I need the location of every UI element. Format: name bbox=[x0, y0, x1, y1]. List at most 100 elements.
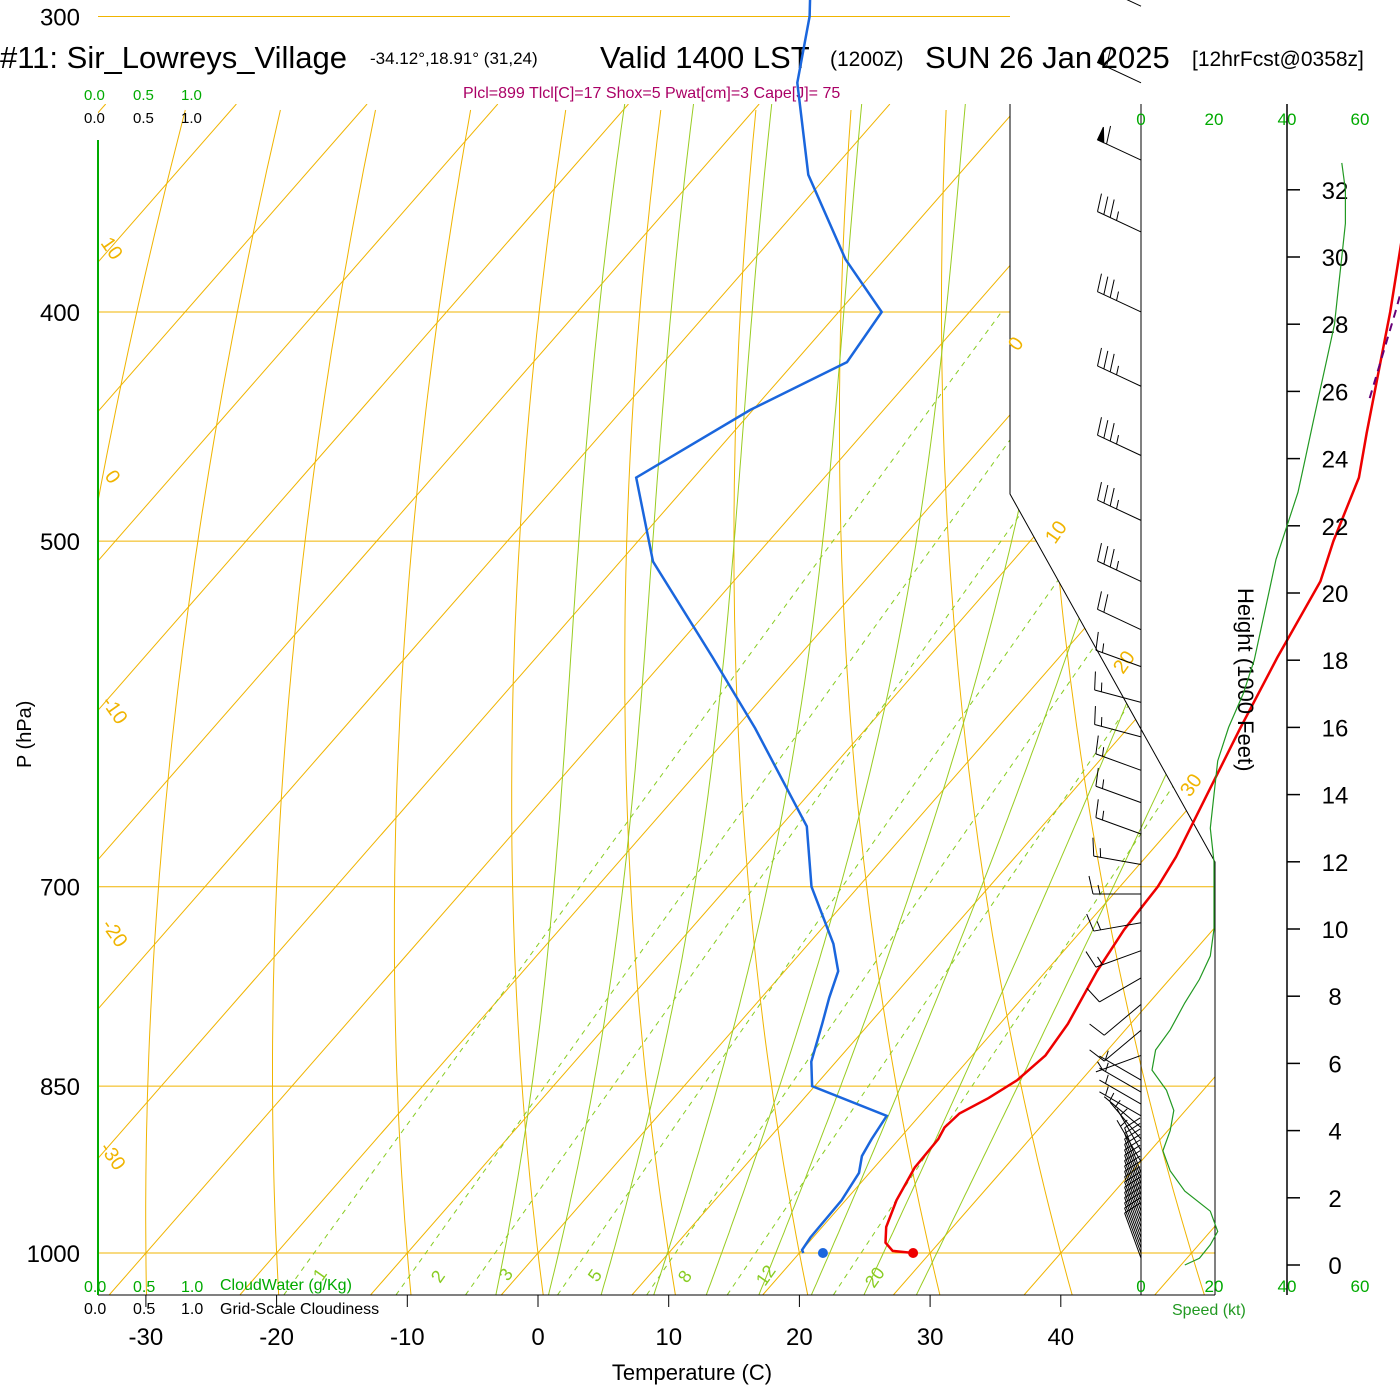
wind-barb bbox=[1086, 977, 1142, 1003]
mixing-ratio-label: 2 bbox=[427, 1267, 449, 1287]
wind-barb-flag bbox=[1086, 913, 1095, 932]
cloudiness-tick: 1.0 bbox=[181, 1301, 203, 1318]
wind-barb-half-flag bbox=[1105, 1062, 1109, 1072]
speed-tick-label: 60 bbox=[1351, 110, 1370, 129]
wind-barb-flag bbox=[1089, 1049, 1105, 1062]
cloudiness-tick: 1.0 bbox=[181, 110, 202, 127]
height-tick-label: 20 bbox=[1322, 581, 1349, 608]
wind-speed-profile bbox=[1151, 162, 1347, 1266]
wind-barb-shaft bbox=[1124, 1149, 1142, 1196]
height-tick-label: 22 bbox=[1322, 514, 1349, 541]
speed-tick-label: 0 bbox=[1136, 1277, 1145, 1296]
wind-barb-half-flag bbox=[1097, 1061, 1103, 1070]
wind-barb-flag bbox=[1097, 481, 1102, 501]
pressure-axis: 2503004005007008501000 bbox=[27, 5, 80, 1268]
wind-barb-shaft bbox=[1097, 62, 1142, 84]
wind-barb bbox=[1124, 1139, 1142, 1196]
wind-barb-half-flag bbox=[1101, 779, 1105, 789]
wind-barb-flag bbox=[1097, 273, 1102, 292]
wind-barb-shaft bbox=[1124, 1144, 1142, 1190]
isotherm-line bbox=[98, 104, 368, 1295]
wind-barb bbox=[1095, 1054, 1142, 1073]
wind-barb-shaft bbox=[1099, 1055, 1142, 1081]
speed-tick-label: 20 bbox=[1205, 110, 1224, 129]
wind-barb bbox=[1085, 950, 1142, 968]
mixing-ratio-label: 20 bbox=[861, 1263, 889, 1291]
wind-barb-shaft bbox=[1095, 785, 1142, 804]
cloudiness-tick: 0.5 bbox=[133, 110, 154, 127]
temperature-tick-label: -10 bbox=[390, 1324, 425, 1351]
theta-label: -30 bbox=[95, 1138, 130, 1174]
wind-barb bbox=[1086, 913, 1142, 932]
dry-adiabat-line bbox=[733, 109, 809, 1295]
temperature-axis: -30 -20 -10 0 10 20 30 40 bbox=[129, 1295, 1074, 1351]
dry-adiabat-lines bbox=[98, 109, 1400, 1295]
cloud-scale-top: 0.0 0.5 1.0 0.0 0.5 1.0 bbox=[84, 87, 202, 127]
isotherm-lines bbox=[98, 104, 1215, 1295]
wind-barb-shaft bbox=[1095, 649, 1142, 668]
wind-barb bbox=[1103, 1092, 1142, 1128]
isotherm-line bbox=[1023, 104, 1215, 1295]
cloudwater-tick: 1.0 bbox=[181, 1279, 203, 1296]
mixing-ratio-label: 12 bbox=[752, 1261, 780, 1289]
wind-barb-half-flag bbox=[1116, 211, 1120, 221]
dewpoint-profile bbox=[634, 0, 889, 1254]
wind-barb-shaft bbox=[1109, 1101, 1142, 1140]
wind-barb-shaft bbox=[1103, 1029, 1142, 1062]
sounding-indices: Plcl=899 Tlcl[C]=17 Shox=5 Pwat[cm]=3 Ca… bbox=[463, 85, 840, 102]
wind-barb-flag bbox=[1103, 276, 1109, 295]
temperature-tick-label: 20 bbox=[786, 1324, 813, 1351]
wind-barb-shaft bbox=[1124, 1186, 1142, 1233]
wind-barb bbox=[1097, 481, 1142, 521]
wind-barb-flag bbox=[1085, 951, 1097, 968]
wind-barb-shaft bbox=[1097, 560, 1142, 582]
dry-adiabat-line bbox=[838, 109, 941, 1295]
wind-barb bbox=[1097, 273, 1142, 313]
dry-adiabat-line bbox=[1327, 110, 1400, 1295]
wind-barb bbox=[1095, 767, 1142, 804]
wind-barb bbox=[1088, 875, 1141, 895]
wind-barb-half-flag bbox=[1120, 1108, 1128, 1116]
wind-barb bbox=[1096, 48, 1142, 84]
wind-barb-flag bbox=[1097, 417, 1102, 436]
wind-barb-shaft bbox=[1094, 723, 1142, 738]
wind-barb bbox=[1095, 631, 1142, 668]
pressure-axis-label: P (hPa) bbox=[14, 701, 36, 768]
temperature-tick-label: -20 bbox=[259, 1324, 294, 1351]
wind-barb-half-flag bbox=[1105, 1074, 1109, 1084]
isotherm-line bbox=[98, 104, 499, 1295]
wind-barb-shaft bbox=[1099, 1079, 1142, 1105]
wind-barb-flag bbox=[1103, 420, 1109, 439]
pressure-tick-label: 1000 bbox=[27, 1241, 80, 1268]
mixing-ratio-line bbox=[277, 311, 1002, 1295]
isotherm-line bbox=[98, 104, 891, 1295]
wind-barb-flag bbox=[1088, 875, 1094, 895]
wind-barb-half-flag bbox=[1109, 1092, 1115, 1102]
isotherm-line bbox=[98, 104, 629, 1295]
wind-barb-flag bbox=[1103, 594, 1109, 613]
wind-barb bbox=[1089, 1004, 1142, 1036]
theta-label: -10 bbox=[97, 692, 132, 728]
wind-barb-flag bbox=[1095, 735, 1099, 754]
cloudiness-tick: 0.0 bbox=[84, 1301, 106, 1318]
cloudwater-tick: 0.0 bbox=[84, 1279, 106, 1296]
wind-barb bbox=[1094, 671, 1142, 703]
isobar-lines bbox=[98, 16, 1215, 1254]
wind-barb-shaft bbox=[1097, 291, 1142, 313]
height-tick-label: 8 bbox=[1328, 984, 1341, 1011]
moist-adiabat-line bbox=[755, 104, 1137, 1295]
height-tick-label: 16 bbox=[1322, 715, 1349, 742]
surface-dewpoint-marker bbox=[817, 1248, 828, 1258]
isotherm-line bbox=[1154, 104, 1215, 1295]
theta-label: 10 bbox=[1041, 517, 1072, 548]
moist-adiabat-line bbox=[545, 104, 783, 1295]
cloudiness-tick: 0.5 bbox=[133, 1301, 155, 1318]
moist-adiabat-line bbox=[598, 104, 851, 1295]
wind-barb bbox=[1089, 1029, 1142, 1062]
isotherm-line bbox=[239, 104, 1215, 1295]
cloud-scale-bottom: 0.0 0.5 1.0 CloudWater (g/Kg) 0.0 0.5 1.… bbox=[84, 1277, 379, 1318]
wind-barb-shaft bbox=[1097, 608, 1142, 631]
wind-barb-flag bbox=[1097, 543, 1102, 562]
theta-label: 0 bbox=[1004, 333, 1028, 355]
